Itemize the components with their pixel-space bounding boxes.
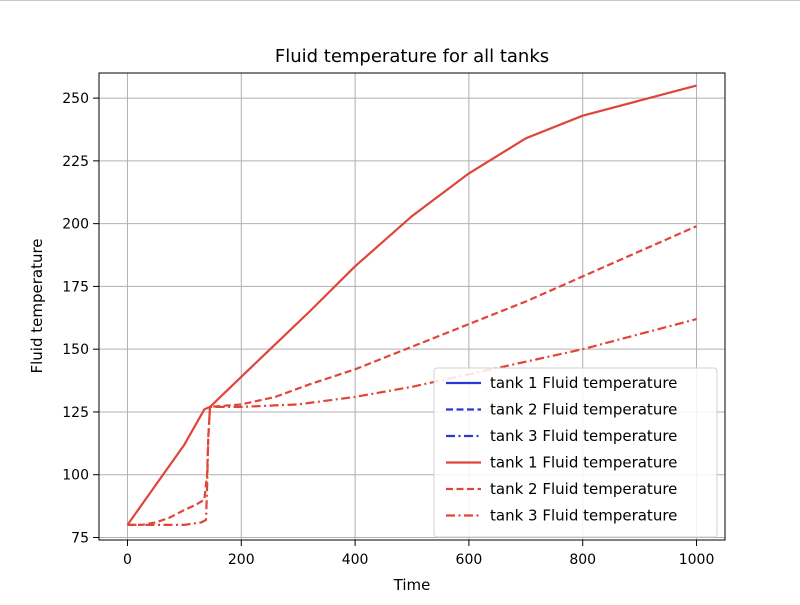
chart-title: Fluid temperature for all tanks xyxy=(275,46,549,67)
legend-label: tank 2 Fluid temperature xyxy=(490,401,677,419)
x-tick-label: 200 xyxy=(228,552,255,568)
y-tick-label: 125 xyxy=(62,405,89,421)
x-tick-label: 600 xyxy=(456,552,483,568)
legend-label: tank 1 Fluid temperature xyxy=(490,374,677,392)
y-tick-label: 150 xyxy=(62,342,89,358)
y-axis-label: Fluid temperature xyxy=(28,238,46,373)
x-tick-label: 800 xyxy=(569,552,596,568)
x-tick-label: 0 xyxy=(123,552,132,568)
axes-frame xyxy=(98,72,726,541)
legend-box xyxy=(433,367,718,538)
series-line xyxy=(127,225,697,527)
y-tick-label: 250 xyxy=(62,91,89,107)
legend: tank 1 Fluid temperature tank 2 Fluid tem… xyxy=(433,367,718,538)
series-line xyxy=(126,84,697,526)
window-top-rule xyxy=(0,0,800,1)
legend-label: tank 3 Fluid temperature xyxy=(490,507,677,525)
y-tick-label: 100 xyxy=(62,468,89,484)
y-tick-label: 75 xyxy=(71,530,89,546)
series-line xyxy=(127,318,697,527)
y-tick-label: 200 xyxy=(62,217,89,233)
x-tick-label: 400 xyxy=(342,552,369,568)
series-lines xyxy=(126,84,697,527)
axis-ticks: 0 200 400 600 800 1000 75 100 125 150 175 200 225 250 xyxy=(62,91,714,568)
legend-label: tank 2 Fluid temperature xyxy=(490,480,677,498)
x-tick-label: 1000 xyxy=(679,552,715,568)
y-tick-label: 175 xyxy=(62,279,89,295)
legend-label: tank 3 Fluid temperature xyxy=(490,427,677,445)
y-tick-label: 225 xyxy=(62,154,89,170)
legend-label: tank 1 Fluid temperature xyxy=(490,454,677,472)
x-axis-label: Time xyxy=(393,576,431,594)
